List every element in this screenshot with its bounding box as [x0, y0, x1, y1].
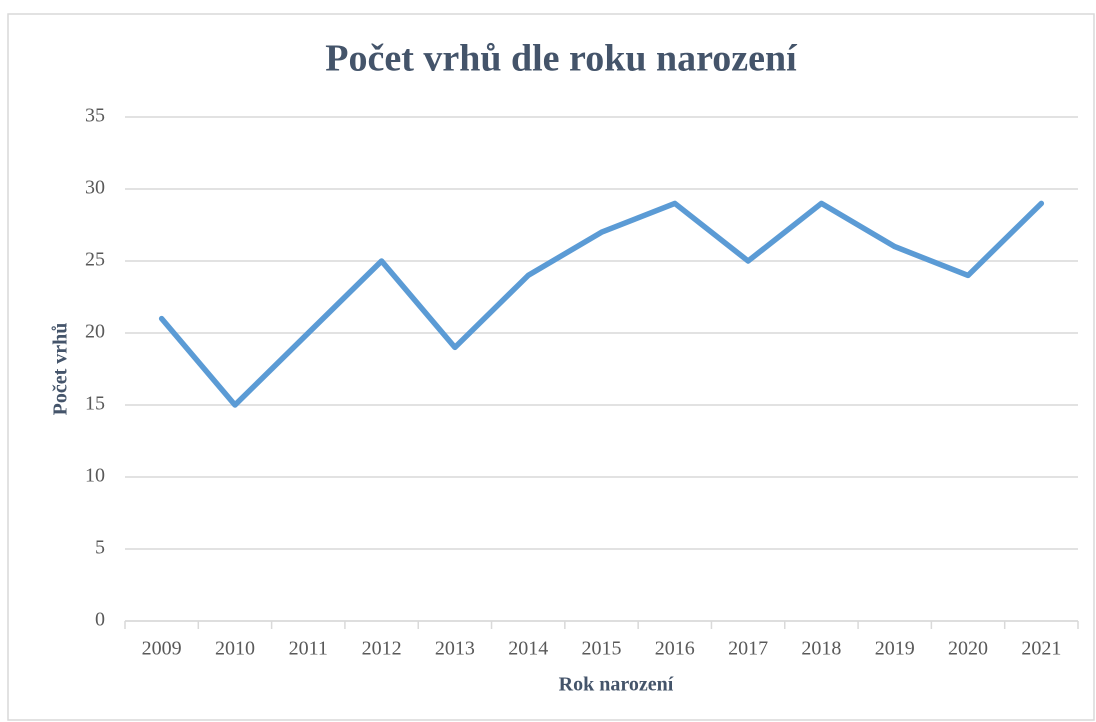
y-tick-label: 15	[85, 393, 105, 415]
data-line	[158, 200, 1045, 408]
y-axis-label: Počet vrhů	[50, 323, 72, 416]
x-tick-label: 2021	[1021, 638, 1061, 660]
x-tick-label: 2015	[582, 638, 622, 660]
x-tick-label: 2012	[362, 638, 402, 660]
x-axis-label: Rok narození	[559, 674, 674, 696]
x-tick-label: 2013	[435, 638, 475, 660]
x-tick-label: 2010	[215, 638, 255, 660]
y-tick-label: 35	[85, 105, 105, 127]
y-tick-label: 20	[85, 321, 105, 343]
x-tick-label: 2017	[728, 638, 768, 660]
y-tick-label: 10	[85, 465, 105, 487]
y-tick-label: 5	[95, 537, 105, 559]
x-tick-label: 2020	[948, 638, 988, 660]
chart-border	[7, 13, 1095, 721]
y-tick-label: 30	[85, 177, 105, 199]
x-tick-label: 2019	[875, 638, 915, 660]
x-tick-label: 2016	[655, 638, 695, 660]
x-tick-label: 2009	[142, 638, 182, 660]
chart-title: Počet vrhů dle roku narození	[325, 38, 798, 80]
x-tick-label: 2011	[289, 638, 328, 660]
x-tick-label: 2018	[801, 638, 841, 660]
x-tick-label: 2014	[508, 638, 548, 660]
y-tick-label: 0	[95, 609, 105, 631]
y-tick-label: 25	[85, 249, 105, 271]
